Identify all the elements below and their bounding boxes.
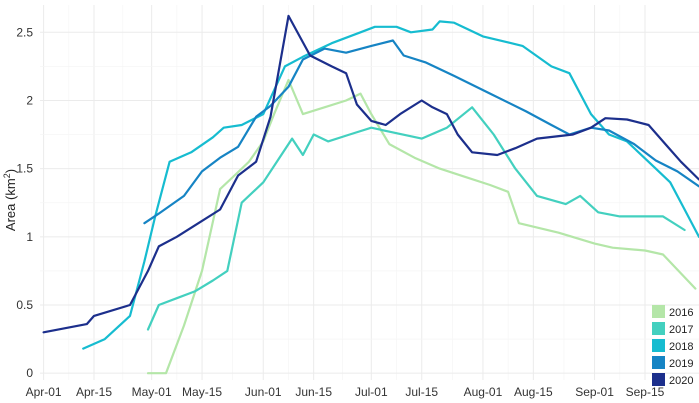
x-tick-label: May-15 [182,385,222,399]
x-tick-label: Apr-15 [76,385,112,399]
x-tick-label: Sep-15 [626,385,665,399]
y-axis-title-text: Area [3,203,18,231]
x-tick-label: May-01 [132,385,172,399]
legend-swatch-2018 [652,339,665,352]
y-tick-label: 1.5 [16,162,33,176]
y-tick-label: 2 [26,93,33,107]
x-tick-label: Aug-01 [464,385,503,399]
legend-label-2017: 2017 [669,324,693,336]
y-axis-ticks: 0 0.5 1 1.5 2 2.5 [16,25,33,380]
series-line-2017 [146,106,686,331]
legend-swatch-2017 [652,322,665,335]
y-tick-label: 0.5 [16,298,33,312]
series-line-2016 [146,78,697,375]
x-tick-label: Jun-15 [295,385,332,399]
x-tick-label: Jun-01 [245,385,282,399]
x-tick-label: Jul-01 [355,385,388,399]
y-axis-title-unit-open: ( [3,195,18,200]
legend-label-2020: 2020 [669,375,693,387]
series-line-2019 [143,39,699,225]
legend-swatch-2020 [652,373,665,386]
legend: 2016 2017 2018 2019 2020 [652,305,693,387]
x-tick-label: Apr-01 [26,385,62,399]
legend-swatch-2016 [652,305,665,318]
legend-label-2016: 2016 [669,307,693,319]
y-tick-label: 2.5 [16,25,33,39]
y-axis-title-unit-close: ) [3,169,18,173]
y-axis-title: Area (km2) [2,169,18,231]
x-tick-label: Sep-01 [575,385,614,399]
series-lines [42,14,699,375]
y-axis-title-unit: km [3,178,18,195]
x-tick-label: Aug-15 [514,385,553,399]
y-tick-label: 0 [26,366,33,380]
grid [40,5,699,380]
y-axis-title-unit-exponent: 2 [2,173,12,178]
legend-label-2019: 2019 [669,358,693,370]
legend-label-2018: 2018 [669,341,693,353]
x-axis-ticks: Apr-01 Apr-15 May-01 May-15 Jun-01 Jun-15 Jul-… [26,385,665,399]
legend-swatch-2019 [652,356,665,369]
x-tick-label: Jul-15 [405,385,438,399]
series-line-2020 [42,14,699,334]
y-tick-label: 1 [26,230,33,244]
